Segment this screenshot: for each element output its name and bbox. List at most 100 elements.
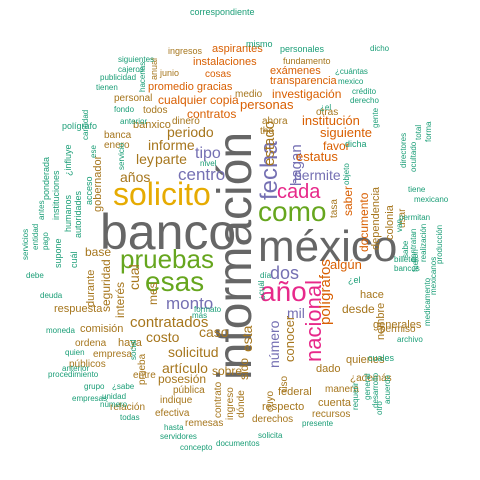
word-social: social <box>129 339 138 360</box>
word-contrato: contrato <box>213 381 224 418</box>
word-ano: año <box>260 276 307 307</box>
word-ordena: ordena <box>75 338 107 349</box>
word-pago: pago <box>41 232 50 250</box>
word-tipo: tipo <box>195 145 221 162</box>
word-contratos: contratos <box>187 107 237 121</box>
word-mes: mes <box>146 282 160 305</box>
word-solicito: solicito <box>113 176 211 212</box>
word-cuales: cuales <box>368 353 395 363</box>
word-federal: federal <box>278 386 312 398</box>
word-informe: informe <box>148 137 195 153</box>
word-cantidad: cantidad <box>81 109 90 140</box>
word-concepto: concepto <box>180 443 213 452</box>
word-procedimiento: procedimiento <box>48 370 99 379</box>
word-mil: mil <box>287 305 305 321</box>
word-solicitud: solicitud <box>168 344 219 360</box>
word-directores: directores <box>399 132 408 168</box>
word-institucion: institución <box>302 113 360 128</box>
word-ademas: ¿además <box>350 373 392 384</box>
word-tasa: tasa <box>329 199 340 218</box>
word-cual-q: ¿cuál <box>257 280 266 300</box>
word-respecto: respecto <box>262 401 305 413</box>
word-como: como <box>258 196 327 227</box>
word-remesas: remesas <box>185 418 224 429</box>
word-cuantas: ¿cuántas <box>335 67 368 76</box>
word-costo: costo <box>146 329 180 345</box>
word-documentos: documentos <box>216 439 260 448</box>
word-siguiente: siguiente <box>320 125 373 140</box>
word-cada: cada <box>277 181 321 203</box>
word-articulo: artículo <box>162 360 208 376</box>
word-hacerlas: hacerlas <box>138 61 147 92</box>
word-presente: presente <box>302 419 334 428</box>
word-mexico: méxico <box>258 222 398 271</box>
word-hace: hace <box>360 289 384 301</box>
word-cuenta: cuenta <box>318 397 352 409</box>
word-derechos: derechos <box>252 414 294 425</box>
word-correspondiente: correspondiente <box>190 7 255 17</box>
word-comision: comisión <box>80 323 124 335</box>
word-sabe: sabe <box>401 240 410 258</box>
word-quienes: quienes <box>346 354 385 366</box>
word-publica: pública <box>173 385 205 396</box>
word-junio: junio <box>160 68 180 78</box>
word-centro: centro <box>178 165 226 184</box>
word-influye: ¿influye <box>63 144 73 176</box>
word-haya: haya <box>118 337 142 349</box>
word-mismo: mismo <box>246 39 273 49</box>
word-debe: debe <box>26 271 44 280</box>
word-general: general <box>363 373 372 400</box>
word-ponderada: ponderada <box>41 156 51 200</box>
word-objeto: objeto <box>342 163 351 185</box>
word-sido: sido <box>237 357 251 380</box>
word-formato: formato <box>194 305 222 314</box>
word-efectiva: efectiva <box>155 408 190 419</box>
word-manera: manera <box>325 384 359 395</box>
word-grupo: grupo <box>84 382 105 391</box>
word-acceso: acceso <box>84 176 94 205</box>
word-cualquier-copia: cualquier copia <box>158 93 239 107</box>
word-publicos: públicos <box>69 359 106 370</box>
word-poligrafo: polígrafo <box>62 121 98 131</box>
word-personas: personas <box>240 97 294 112</box>
word-mas: más <box>192 311 208 320</box>
word-entidad: entidad <box>31 223 40 250</box>
word-billetes: billetes <box>394 255 419 264</box>
word-nivel: nivel <box>200 159 217 168</box>
word-personales: personales <box>280 44 325 54</box>
word-publicidad: publicidad <box>100 73 137 82</box>
word-banca: banca <box>104 130 132 141</box>
word-humanos: humanos <box>63 194 73 232</box>
word-banco: banco <box>100 204 237 260</box>
word-ingresos: ingresos <box>168 46 203 56</box>
word-instituciones: instituciones <box>51 170 61 220</box>
word-sabe-q: ¿sabe <box>112 382 135 391</box>
word-empresa: empresa <box>93 349 132 360</box>
word-realizacion: realización <box>419 223 428 262</box>
word-pruebas: pruebas <box>120 244 214 274</box>
word-dinero: dinero <box>172 116 200 127</box>
word-promedio-gracias: promedio gracias <box>148 81 233 93</box>
word-enero: enero <box>104 140 130 151</box>
word-otras: otras <box>316 107 339 118</box>
word-produccion: producción <box>435 224 444 264</box>
word-gobernador: gobernador <box>92 155 104 212</box>
word-todos: todos <box>143 105 168 116</box>
word-ingreso: ingreso <box>225 387 236 420</box>
word-servicio: servicio <box>117 142 126 170</box>
word-credito: crédito <box>352 87 377 96</box>
word-anterior: anterior <box>120 117 148 126</box>
word-bancos: bancos <box>394 264 420 273</box>
word-numero: número <box>266 320 282 368</box>
word-periodo: periodo <box>167 124 214 140</box>
word-permiso: permiso <box>380 324 416 335</box>
word-generales: generales <box>373 319 422 331</box>
word-el-q: ¿el <box>348 275 361 285</box>
word-relacion: relación <box>110 402 146 413</box>
word-ahora: ahora <box>262 116 288 127</box>
word-examenes: exámenes <box>270 65 321 77</box>
word-favor: favor <box>323 139 350 153</box>
word-sobre: sobre <box>212 364 243 378</box>
word-personal: personal <box>114 93 153 104</box>
